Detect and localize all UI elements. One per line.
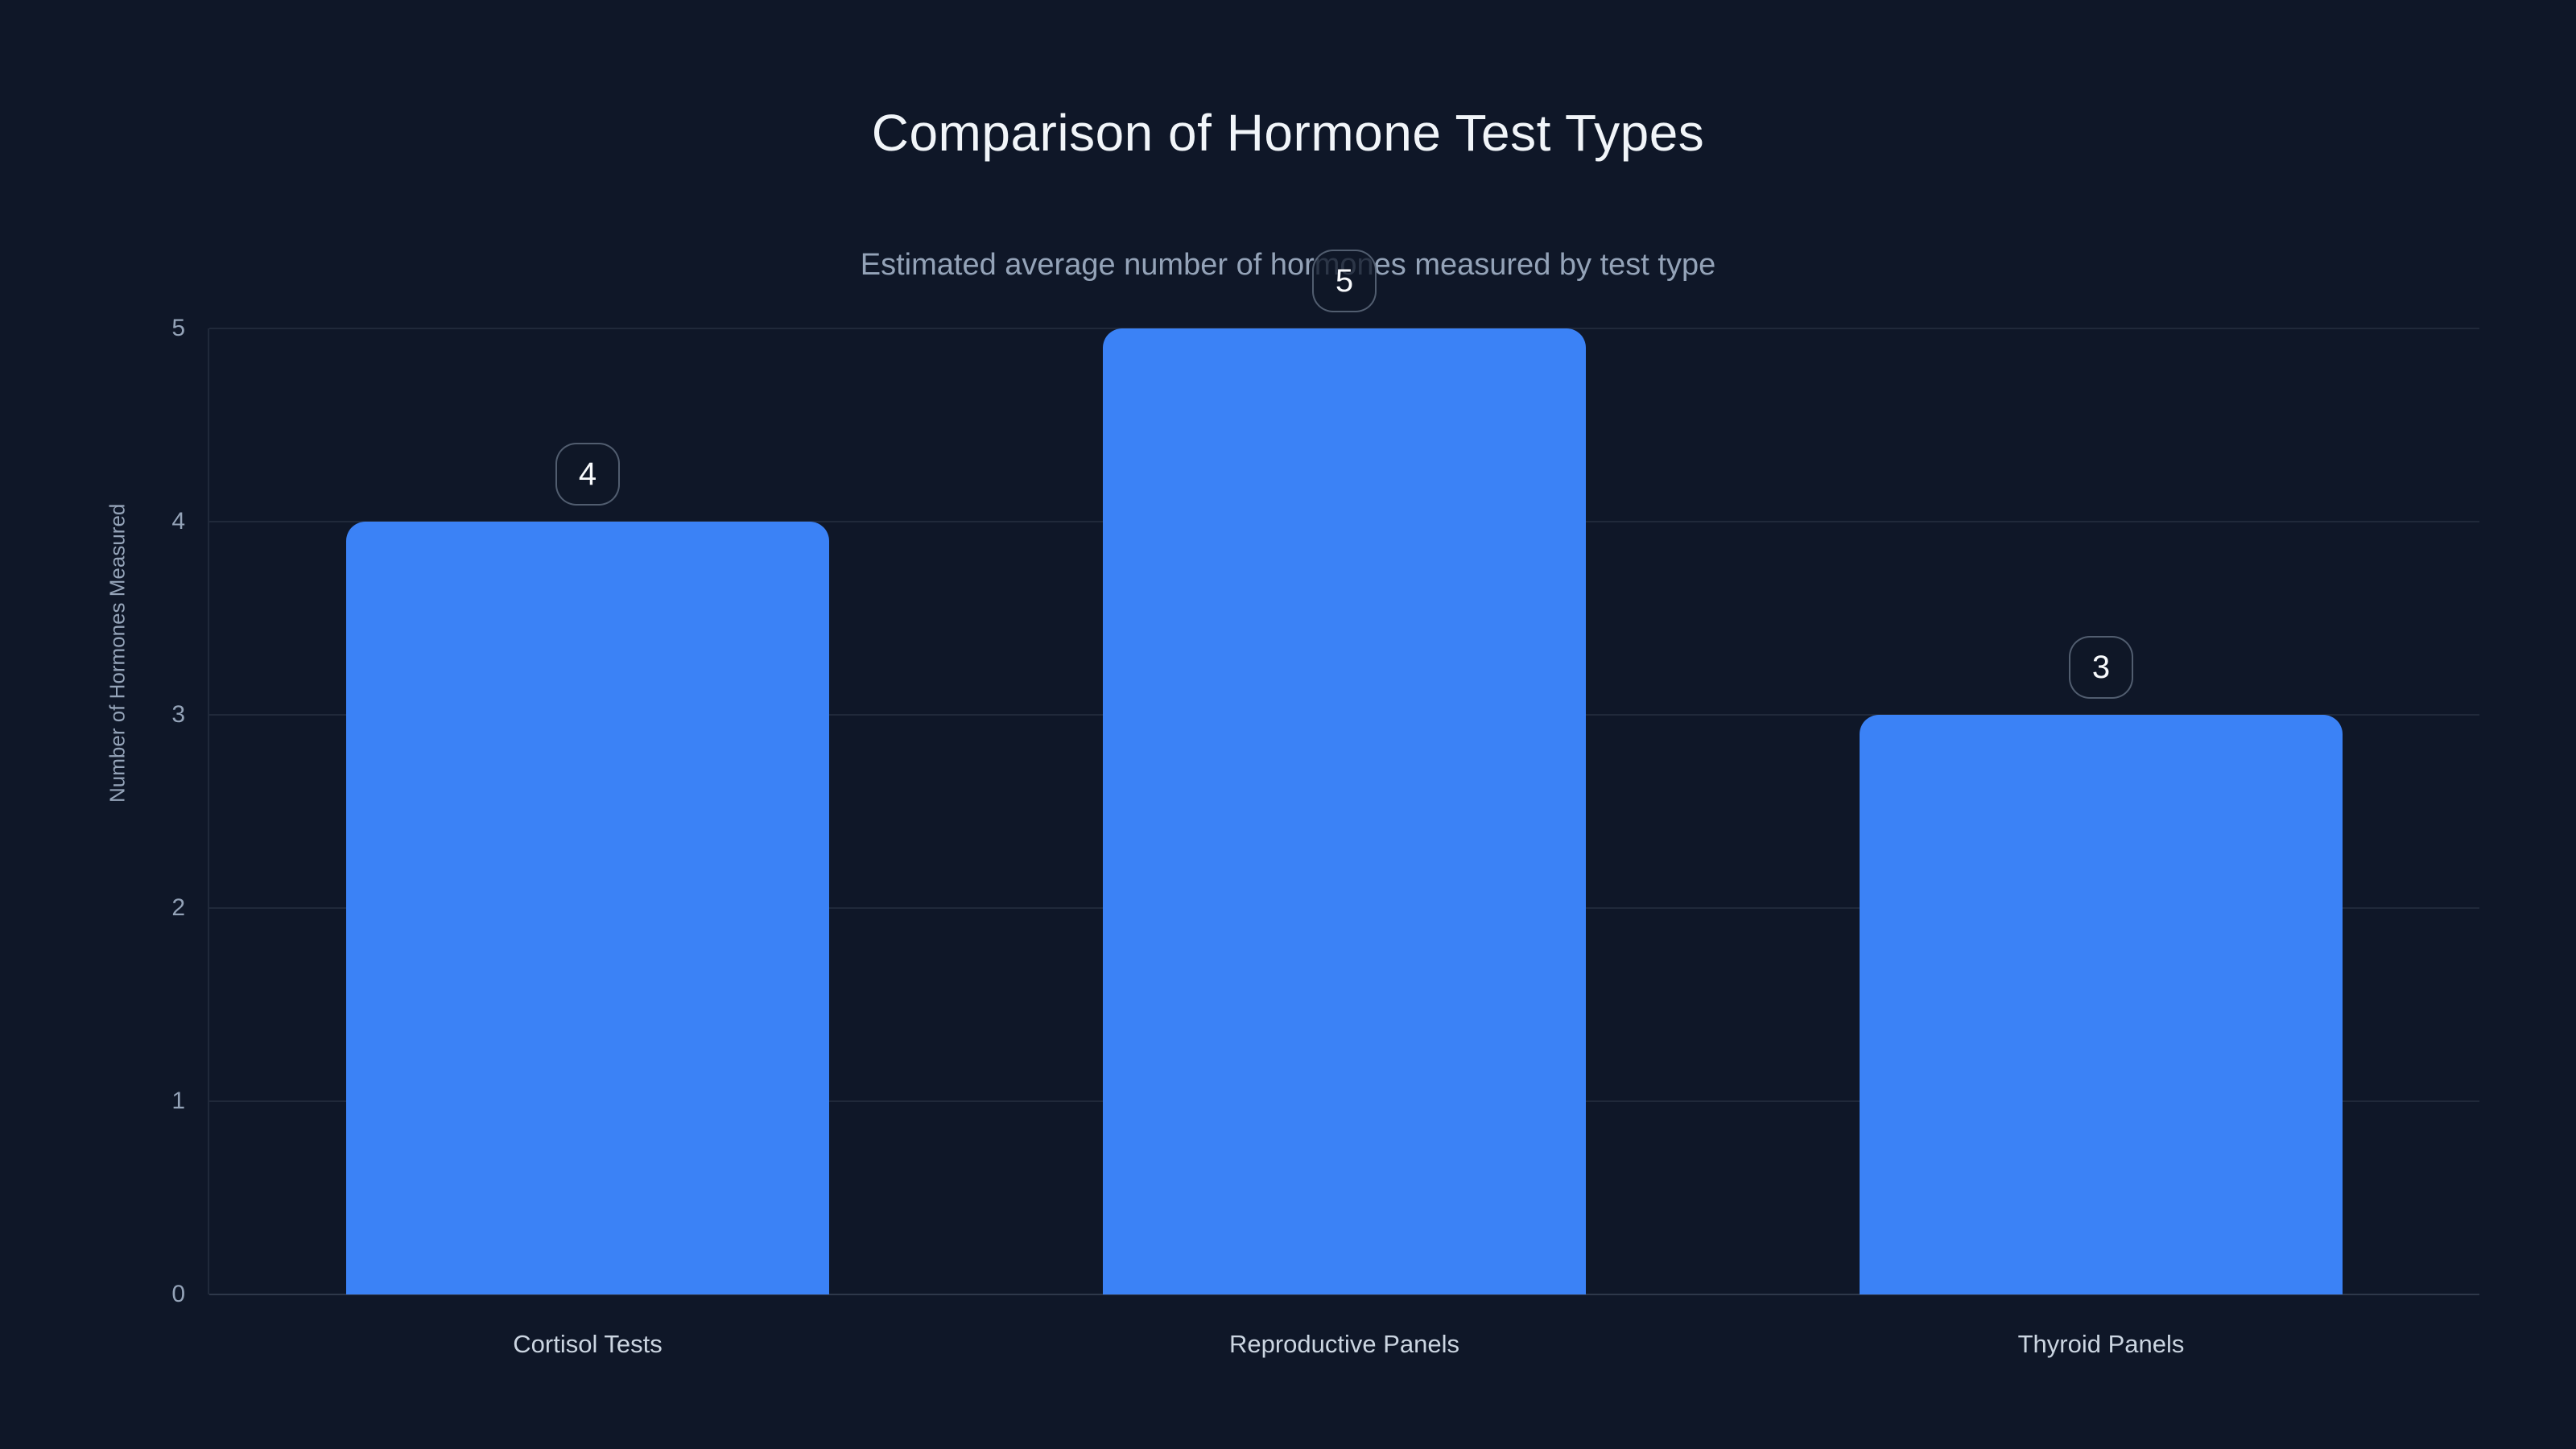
- x-category-label: Cortisol Tests: [513, 1330, 663, 1358]
- x-category-label: Thyroid Panels: [2017, 1330, 2185, 1358]
- gridline-y-0: [209, 1294, 2479, 1295]
- value-badge: 5: [1312, 250, 1377, 312]
- value-badge: 3: [2069, 636, 2133, 699]
- x-category-label: Reproductive Panels: [1228, 1330, 1460, 1358]
- bar-reproductive-panels: [1103, 328, 1586, 1294]
- chart-title: Comparison of Hormone Test Types: [871, 104, 1705, 162]
- y-tick-label-4: 4: [171, 508, 185, 535]
- y-tick-label-1: 1: [171, 1088, 185, 1114]
- y-tick-label-3: 3: [171, 701, 185, 728]
- bar-thyroid-panels: [1860, 715, 2343, 1294]
- y-tick-label-2: 2: [171, 894, 185, 921]
- bar-cortisol-tests: [346, 522, 829, 1294]
- y-tick-label-5: 5: [171, 315, 185, 341]
- y-axis-line: [208, 328, 209, 1294]
- value-badge: 4: [555, 443, 620, 506]
- chart-subtitle: Estimated average number of hormones mea…: [860, 248, 1716, 282]
- y-tick-label-0: 0: [171, 1281, 185, 1307]
